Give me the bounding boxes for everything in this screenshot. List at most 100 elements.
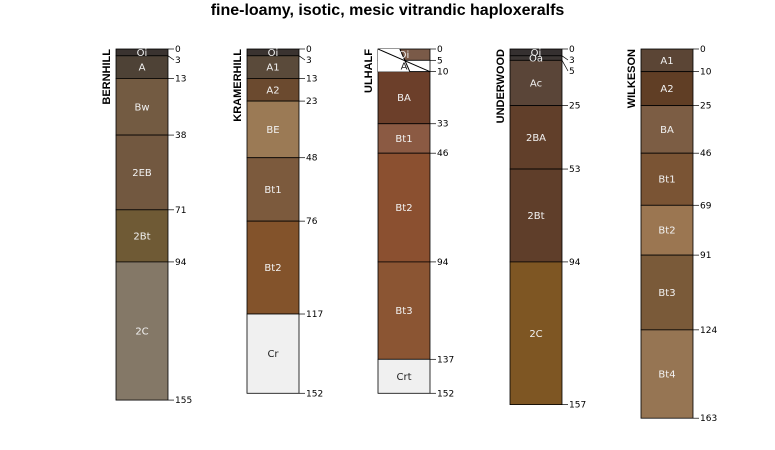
depth-label: 94 [569,258,581,268]
profile-name: KRAMERHILL [232,49,244,122]
depth-label: 94 [175,258,187,268]
horizon-label: 2EB [132,168,152,179]
horizon-label: A1 [266,63,279,74]
horizon-label: Oi [137,48,148,59]
horizon-2c [509,261,563,406]
depth-label: 69 [700,201,712,211]
depth-label: 76 [306,217,318,227]
horizon-2bt [115,209,169,263]
horizon-bt3 [640,254,694,331]
profile-ulhalf: ULHALF OiA BA Bt1 Bt2 Bt3 Crt 05 10 33 46 94 137 152 [363,45,454,399]
horizon-cr [246,313,300,394]
horizon-label: Bw [134,102,149,113]
depth-label: 3 [175,56,181,66]
depth-tick [561,55,569,61]
depth-label: 13 [175,74,186,84]
depth-label: 48 [306,154,318,164]
horizon-label: BE [266,125,279,136]
depth-label: 10 [700,68,712,78]
depth-label: 155 [175,396,192,406]
horizon-label: Bt1 [395,134,412,145]
profile-name: UNDERWOOD [495,49,507,123]
horizon-label: A2 [660,84,673,95]
depth-label: 33 [437,120,448,130]
depth-label: 152 [437,389,454,399]
horizon-label: 2Bt [527,211,544,222]
depth-label: 23 [306,97,317,107]
horizon-ac [509,59,563,107]
horizon-ba [640,105,694,154]
profile-kramerhill: KRAMERHILL Oi A1 A2 BE Bt1 Bt2 Cr 03 13 23 48 76 117 1… [232,45,323,399]
depth-label: 0 [306,45,312,55]
horizon-bt2 [640,204,694,256]
horizon-label: Oi [531,48,542,59]
horizon-label: Bt1 [658,175,675,186]
horizon-label: Bt3 [395,306,412,317]
horizon-diagonal-boundary [377,48,431,73]
profile-wilkeson: WILKESON A1 A2 BA Bt1 Bt2 Bt3 Bt4 0 10 25 46 69 91 124… [626,45,717,424]
depth-label: 0 [175,45,181,55]
depth-label: 137 [437,355,454,365]
depth-label: 91 [700,251,711,261]
depth-label: 152 [306,389,323,399]
depth-label: 117 [306,310,323,320]
horizon-label: Oa [529,54,543,65]
horizon-label: Bt2 [395,203,412,214]
horizon-label: 2C [135,326,148,337]
horizon-label: Bt2 [264,263,281,274]
profile-name: WILKESON [626,49,638,108]
horizon-label: Cr [267,349,279,360]
horizon-2c [115,261,169,401]
horizon-label: Oi [268,48,279,59]
depth-label: 157 [569,401,586,411]
profile-name: ULHALF [363,49,375,93]
profile-bernhill: BERNHILL Oi A Bw 2EB 2Bt 2C 03 13 38 71 94 155 [101,45,192,406]
depth-label: 0 [437,45,443,55]
depth-label: 53 [569,165,580,175]
horizon-bw [115,78,169,136]
horizon-label: A1 [660,56,673,67]
horizon-label: BA [660,125,674,136]
horizon-label: Crt [396,372,411,383]
horizon-label: 2Bt [133,231,150,242]
horizon-label: 2BA [526,133,546,144]
horizon-label: Oi [399,50,410,61]
depth-label: 10 [437,68,449,78]
depth-tick [167,55,175,61]
depth-label: 94 [437,258,449,268]
horizon-label: Bt2 [658,226,675,237]
horizon-crt [377,358,431,394]
depth-label: 3 [306,56,312,66]
depth-label: 0 [569,45,575,55]
depth-label: 5 [569,67,575,77]
depth-label: 25 [569,102,580,112]
profile-name: BERNHILL [101,49,113,105]
depth-label: 5 [437,56,443,66]
horizon-bt4 [640,329,694,419]
horizon-label: BA [397,93,411,104]
depth-tick [561,60,569,72]
horizon-label: 2C [529,329,542,340]
horizon-label: Bt3 [658,288,675,299]
horizon-2eb [115,134,169,211]
horizon-label: Bt1 [264,185,281,196]
depth-label: 71 [175,206,186,216]
horizon-2bt [509,168,563,263]
horizon-bt2 [246,220,300,315]
horizon-bt1 [640,152,694,206]
depth-label: 3 [569,56,575,66]
depth-label: 46 [700,149,712,159]
depth-tick [298,55,306,61]
page-title: fine-loamy, isotic, mesic vitrandic hapl… [210,2,565,19]
depth-label: 13 [306,74,317,84]
depth-label: 0 [700,45,706,55]
horizon-be [246,100,300,159]
depth-label: 46 [437,149,449,159]
horizon-label: Ac [530,78,542,89]
depth-label: 124 [700,326,717,336]
horizon-label: A [139,63,146,74]
horizon-bt2 [377,152,431,263]
horizon-label: Bt4 [658,370,675,381]
depth-label: 25 [700,102,711,112]
